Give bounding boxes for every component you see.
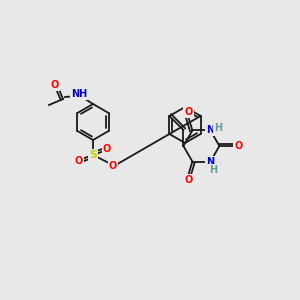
Text: O: O [75, 156, 83, 166]
Text: O: O [109, 161, 117, 171]
Text: H: H [209, 165, 217, 175]
Text: O: O [103, 144, 111, 154]
Text: O: O [184, 175, 193, 184]
Text: O: O [51, 80, 59, 90]
Text: H: H [214, 123, 223, 134]
Text: N: N [206, 157, 214, 166]
Text: O: O [184, 107, 193, 117]
Text: S: S [89, 150, 97, 160]
Text: O: O [234, 141, 242, 151]
Text: N: N [206, 125, 214, 135]
Text: NH: NH [71, 89, 87, 99]
